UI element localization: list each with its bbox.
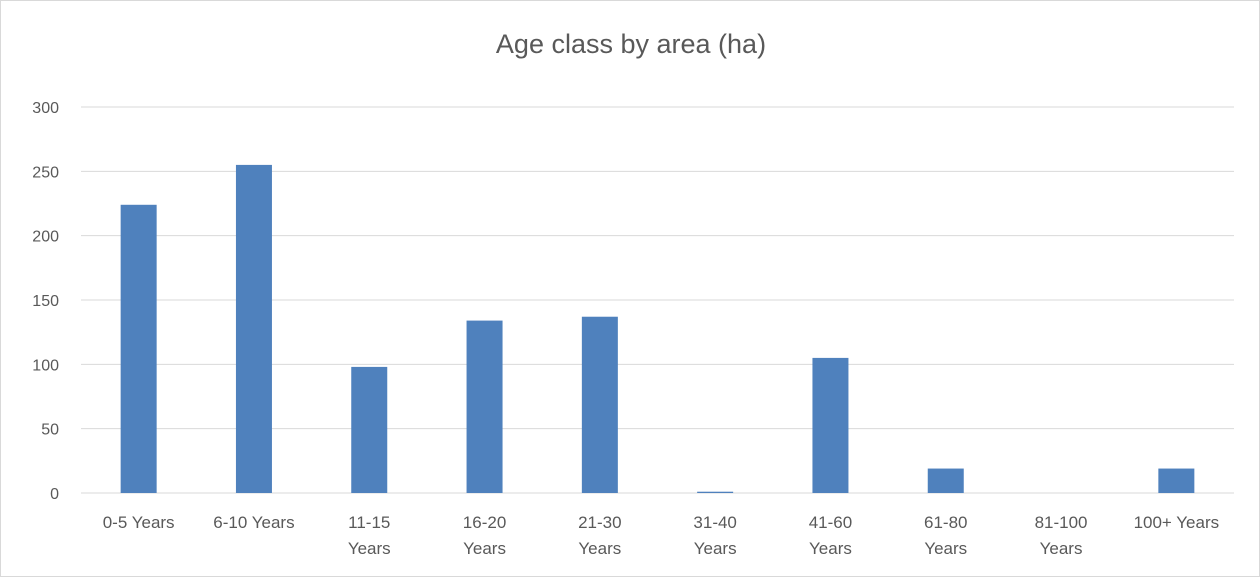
bar	[697, 491, 734, 493]
x-tick-label: 21-30 Years	[578, 513, 621, 558]
y-tick-label: 0	[50, 486, 59, 503]
bar	[927, 468, 964, 493]
bar	[1158, 468, 1195, 493]
bar	[120, 204, 157, 493]
bar	[812, 357, 849, 493]
x-tick-label: 41-60 Years	[809, 513, 852, 558]
bars	[120, 164, 1195, 493]
bar	[235, 164, 272, 493]
bar	[581, 316, 618, 493]
gridlines	[81, 106, 1234, 494]
y-tick-label: 250	[32, 164, 59, 181]
x-axis-ticks: 0-5 Years 6-10 Years 11-15 Years 16-20 Years 2…	[103, 513, 1219, 558]
y-tick-label: 50	[41, 422, 59, 439]
bar	[466, 320, 503, 493]
x-tick-label: 16-20 Years	[463, 513, 506, 558]
chart-title: Age class by area (ha)	[495, 29, 767, 59]
y-tick-label: 300	[32, 100, 59, 117]
x-tick-label: 11-15 Years	[348, 513, 391, 558]
y-axis-ticks: 0 50 100 150 200 250 300	[32, 100, 59, 503]
y-tick-label: 150	[32, 293, 59, 310]
y-tick-label: 100	[32, 357, 59, 374]
x-tick-label: 61-80 Years	[924, 513, 967, 558]
x-tick-label: 6-10 Years	[213, 513, 294, 532]
x-tick-label: 31-40 Years	[693, 513, 736, 558]
bar	[351, 366, 388, 493]
x-tick-label: 100+ Years	[1134, 513, 1220, 532]
x-tick-label: 81-100 Years	[1035, 513, 1088, 558]
y-tick-label: 200	[32, 229, 59, 246]
x-tick-label: 0-5 Years	[103, 513, 175, 532]
